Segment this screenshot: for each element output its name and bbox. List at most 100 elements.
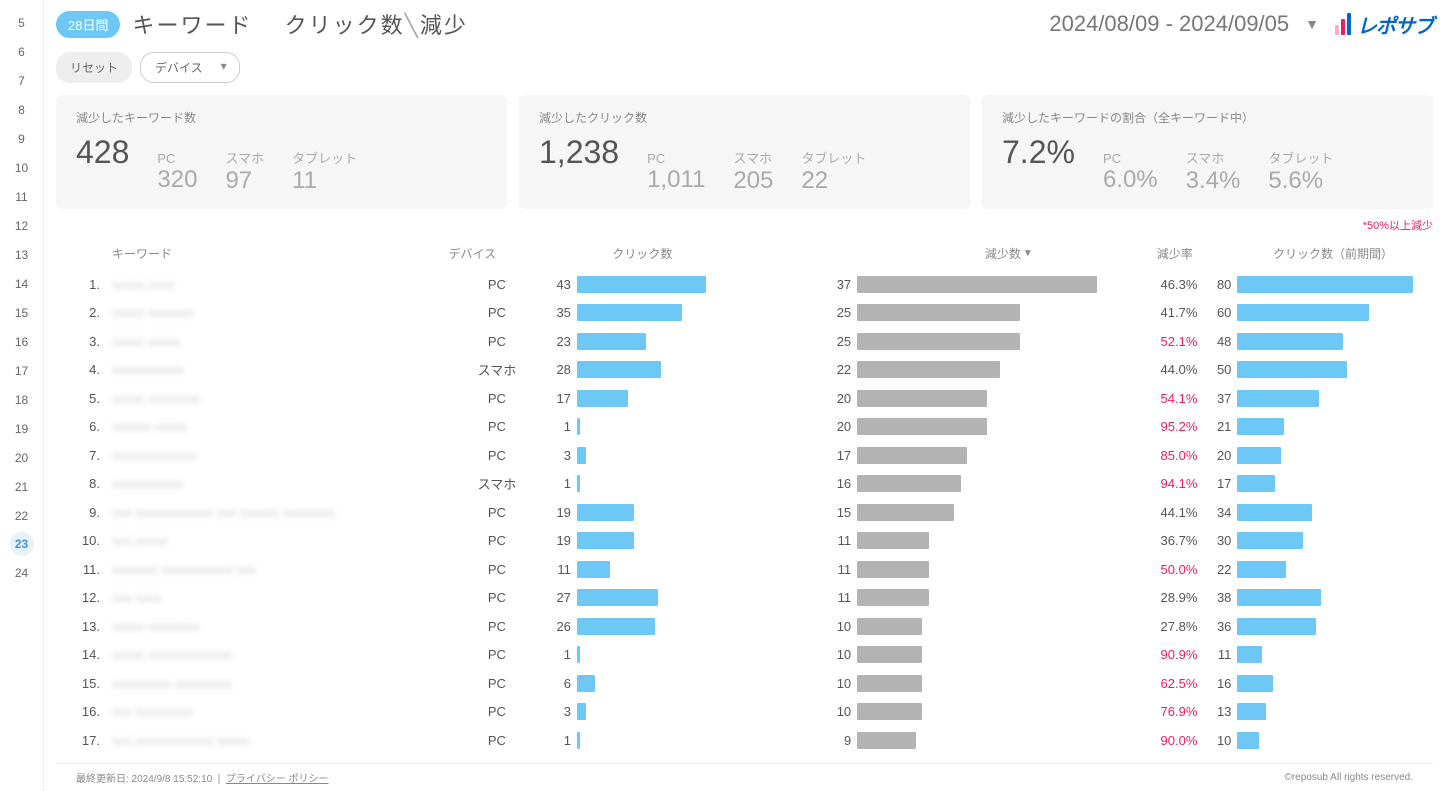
reset-button[interactable]: リセット bbox=[56, 52, 132, 83]
row-index: 3. bbox=[76, 334, 112, 349]
col-decrease[interactable]: 減少数▼ bbox=[773, 245, 1093, 262]
table-row[interactable]: 14. xxxxx xxxxxxxxxxxxx PC 1 10 90.9% 11 bbox=[76, 641, 1413, 670]
row-rate: 94.1% bbox=[1097, 476, 1197, 491]
row-number-12[interactable]: 12 bbox=[0, 211, 43, 240]
row-prev-clicks: 17 bbox=[1197, 475, 1413, 492]
row-prev-clicks: 80 bbox=[1197, 276, 1413, 293]
row-rate: 44.1% bbox=[1097, 505, 1197, 520]
col-prev-clicks[interactable]: クリック数（前期間） bbox=[1193, 245, 1413, 262]
summary-cards: 減少したキーワード数428PC320スマホ97タブレット11減少したクリック数1… bbox=[56, 95, 1433, 209]
table-row[interactable]: 4. xxxxxxxxxxx スマホ 28 22 44.0% 50 bbox=[76, 356, 1413, 385]
table-row[interactable]: 15. xxxxxxxxx xxxxxxxxx PC 6 10 62.5% 16 bbox=[76, 669, 1413, 698]
logo-text: レポサブ bbox=[1357, 10, 1433, 39]
row-number-19[interactable]: 19 bbox=[0, 414, 43, 443]
row-number-15[interactable]: 15 bbox=[0, 298, 43, 327]
device-select[interactable]: デバイス bbox=[140, 52, 240, 83]
row-number-6[interactable]: 6 bbox=[0, 37, 43, 66]
table-row[interactable]: 6. xxxxxx xxxxx PC 1 20 95.2% 21 bbox=[76, 413, 1413, 442]
date-range[interactable]: 2024/08/09 - 2024/09/05 bbox=[1049, 11, 1289, 37]
row-number-13[interactable]: 13 bbox=[0, 240, 43, 269]
col-rate[interactable]: 減少率 bbox=[1093, 245, 1193, 262]
row-keyword: xxxxxxxxxxxxx bbox=[112, 448, 457, 463]
row-number-16[interactable]: 16 bbox=[0, 327, 43, 356]
title-metric: クリック数 bbox=[285, 13, 405, 38]
row-number-23[interactable]: 23 bbox=[10, 532, 34, 556]
row-prev-clicks: 10 bbox=[1197, 732, 1413, 749]
row-number-7[interactable]: 7 bbox=[0, 66, 43, 95]
chevron-down-icon[interactable]: ▼ bbox=[1305, 16, 1319, 32]
row-number-9[interactable]: 9 bbox=[0, 124, 43, 153]
footer: 最終更新日: 2024/9/8 15:52:10 | プライバシー ポリシー ©… bbox=[56, 763, 1433, 791]
row-clicks: 1 bbox=[537, 646, 817, 663]
card-sub: タブレット11 bbox=[292, 148, 357, 195]
row-index: 1. bbox=[76, 277, 112, 292]
card-sub-label: タブレット bbox=[801, 148, 866, 167]
col-clicks[interactable]: クリック数 bbox=[512, 245, 772, 262]
table-row[interactable]: 7. xxxxxxxxxxxxx PC 3 17 85.0% 20 bbox=[76, 441, 1413, 470]
row-rate: 95.2% bbox=[1097, 419, 1197, 434]
row-decrease: 16 bbox=[817, 475, 1097, 492]
row-decrease: 37 bbox=[817, 276, 1097, 293]
table-row[interactable]: 2. xxxxx xxxxxxx PC 35 25 41.7% 60 bbox=[76, 299, 1413, 328]
row-number-10[interactable]: 10 bbox=[0, 153, 43, 182]
table-row[interactable]: 9. xxx xxxxxxxxxxxx xxx xxxxxx xxxxxxxx … bbox=[76, 498, 1413, 527]
row-number-18[interactable]: 18 bbox=[0, 385, 43, 414]
row-number-14[interactable]: 14 bbox=[0, 269, 43, 298]
row-device: PC bbox=[457, 533, 537, 548]
row-number-11[interactable]: 11 bbox=[0, 182, 43, 211]
header: 28日間 キーワード クリック数╲減少 2024/08/09 - 2024/09… bbox=[56, 8, 1433, 40]
table-row[interactable]: 3. xxxxx xxxxx PC 23 25 52.1% 48 bbox=[76, 327, 1413, 356]
row-device: PC bbox=[457, 277, 537, 292]
row-number-20[interactable]: 20 bbox=[0, 443, 43, 472]
table-row[interactable]: 12. xxx xxxx PC 27 11 28.9% 38 bbox=[76, 584, 1413, 613]
row-index: 8. bbox=[76, 476, 112, 491]
page-title: キーワード クリック数╲減少 bbox=[132, 8, 467, 40]
row-clicks: 28 bbox=[537, 361, 817, 378]
row-clicks: 19 bbox=[537, 504, 817, 521]
row-index: 5. bbox=[76, 391, 112, 406]
row-rate: 85.0% bbox=[1097, 448, 1197, 463]
card-sub-label: PC bbox=[1103, 151, 1158, 166]
row-device: PC bbox=[457, 704, 537, 719]
col-device[interactable]: デバイス bbox=[432, 245, 512, 262]
table-row[interactable]: 10. xxx xxxxx PC 19 11 36.7% 30 bbox=[76, 527, 1413, 556]
row-number-8[interactable]: 8 bbox=[0, 95, 43, 124]
row-number-17[interactable]: 17 bbox=[0, 356, 43, 385]
row-decrease: 10 bbox=[817, 703, 1097, 720]
table-row[interactable]: 13. xxxxx xxxxxxxx PC 26 10 27.8% 36 bbox=[76, 612, 1413, 641]
row-clicks: 26 bbox=[537, 618, 817, 635]
table-row[interactable]: 17. xxx xxxxxxxxxxxx xxxxx PC 1 9 90.0% … bbox=[76, 726, 1413, 755]
row-number-5[interactable]: 5 bbox=[0, 8, 43, 37]
privacy-link[interactable]: プライバシー ポリシー bbox=[226, 774, 329, 785]
row-keyword: xxxxx xxxxxxxx bbox=[112, 391, 457, 406]
card-label: 減少したキーワードの割合（全キーワード中） bbox=[1002, 109, 1413, 126]
row-decrease: 25 bbox=[817, 304, 1097, 321]
row-index: 6. bbox=[76, 419, 112, 434]
title-direction: 減少 bbox=[420, 13, 468, 38]
card-main-value: 428 bbox=[76, 134, 129, 171]
row-number-21[interactable]: 21 bbox=[0, 472, 43, 501]
table-row[interactable]: 11. xxxxxxx xxxxxxxxxxx xxx PC 11 11 50.… bbox=[76, 555, 1413, 584]
row-prev-clicks: 13 bbox=[1197, 703, 1413, 720]
row-keyword: xxxxx xxxx bbox=[112, 277, 457, 292]
keyword-table: キーワード デバイス クリック数 減少数▼ 減少率 クリック数（前期間） 1. … bbox=[56, 237, 1433, 755]
table-row[interactable]: 1. xxxxx xxxx PC 43 37 46.3% 80 bbox=[76, 270, 1413, 299]
period-badge: 28日間 bbox=[56, 11, 120, 38]
footer-left: 最終更新日: 2024/9/8 15:52:10 | プライバシー ポリシー bbox=[76, 770, 329, 785]
col-keyword[interactable]: キーワード bbox=[112, 245, 432, 262]
card-sub-value: 3.4% bbox=[1186, 167, 1241, 195]
table-row[interactable]: 8. xxxxxxxxxxx スマホ 1 16 94.1% 17 bbox=[76, 470, 1413, 499]
row-prev-clicks: 60 bbox=[1197, 304, 1413, 321]
header-left: 28日間 キーワード クリック数╲減少 bbox=[56, 8, 468, 40]
card-sub: PC320 bbox=[157, 151, 197, 194]
row-number-22[interactable]: 22 bbox=[0, 501, 43, 530]
row-device: PC bbox=[457, 590, 537, 605]
row-clicks: 27 bbox=[537, 589, 817, 606]
row-number-24[interactable]: 24 bbox=[0, 558, 43, 587]
last-updated: 最終更新日: 2024/9/8 15:52:10 bbox=[76, 774, 212, 785]
row-device: PC bbox=[457, 562, 537, 577]
table-row[interactable]: 5. xxxxx xxxxxxxx PC 17 20 54.1% 37 bbox=[76, 384, 1413, 413]
table-row[interactable]: 16. xxx xxxxxxxxx PC 3 10 76.9% 13 bbox=[76, 698, 1413, 727]
row-prev-clicks: 21 bbox=[1197, 418, 1413, 435]
row-decrease: 22 bbox=[817, 361, 1097, 378]
